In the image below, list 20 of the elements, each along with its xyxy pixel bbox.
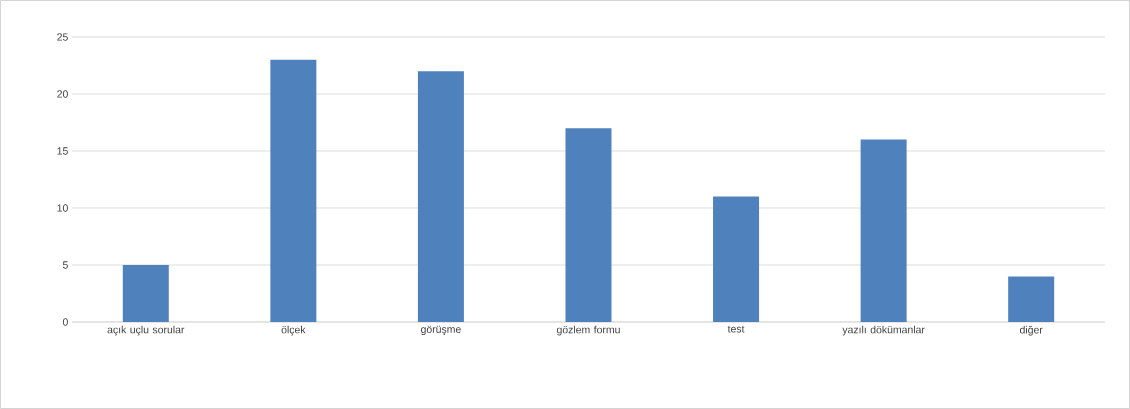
bar	[122, 265, 169, 322]
x-tick-label: ölçek	[281, 325, 306, 336]
x-tick-label: gözlem formu	[556, 325, 620, 336]
y-tick-label: 25	[57, 33, 68, 41]
x-tick-label: test	[727, 325, 745, 333]
bar	[565, 128, 612, 322]
bar	[417, 71, 464, 322]
y-tick-label: 5	[62, 261, 68, 269]
bar	[713, 196, 760, 322]
bar	[860, 139, 907, 322]
x-tick-label: yazılı dökümanlar	[842, 325, 925, 336]
x-tick-label: açık uçlu sorular	[107, 325, 185, 336]
y-tick-label: 20	[57, 90, 68, 98]
x-tick-label: diğer	[1019, 325, 1043, 336]
bar	[270, 59, 317, 322]
y-tick-label: 15	[57, 147, 68, 155]
y-tick-label: 0	[62, 318, 68, 326]
bar	[1008, 276, 1055, 322]
x-tick-label: görüşme	[421, 325, 461, 336]
y-tick-label: 10	[57, 204, 68, 212]
